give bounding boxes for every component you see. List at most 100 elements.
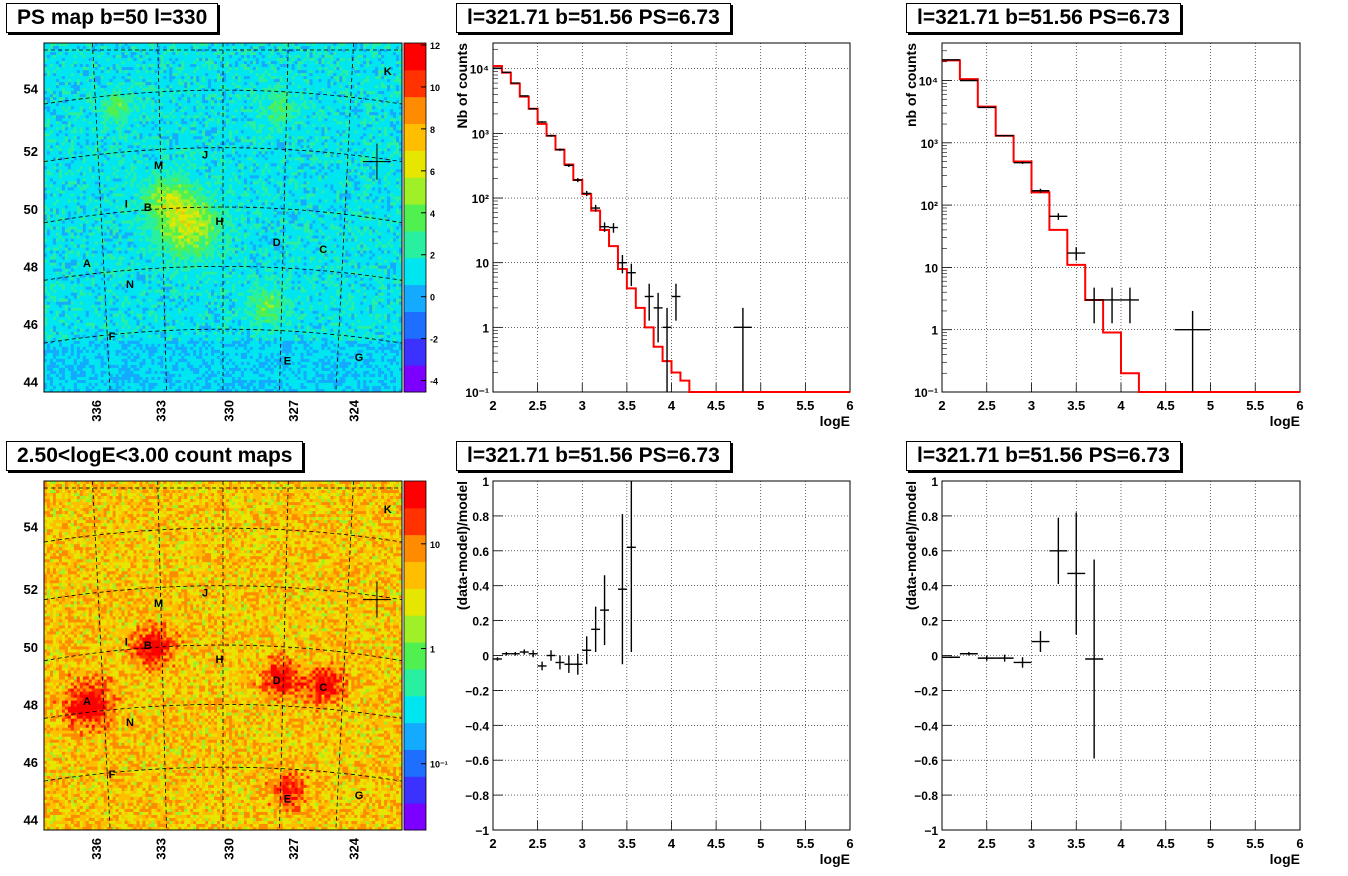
map-top-source-label-i: I: [125, 199, 128, 211]
map-top-colorbar-tick-label: 4: [430, 209, 435, 219]
chart-1-x-tick-label: 5.5: [796, 398, 814, 413]
chart-1-x-axis-label: logE: [820, 413, 850, 429]
chart-2-model-histogram: [942, 59, 1300, 393]
map-top-colorbar-tick-label: 2: [430, 251, 435, 261]
chart-4-y-tick-label: −0.8: [914, 789, 938, 803]
map-bottom-source-label-c: C: [319, 682, 327, 694]
map-bottom-source-label-n: N: [126, 717, 134, 729]
chart-4-y-axis-label: (data-model)/model: [903, 481, 919, 610]
chart-3-data-point: [582, 636, 592, 665]
chart-2-x-axis-label: logE: [1270, 413, 1300, 429]
chart-4-x-tick-label: 5.5: [1246, 836, 1264, 851]
chart-4-y-tick-label: 1: [931, 475, 938, 489]
chart-1-data-point: [671, 283, 681, 321]
chart-1-y-tick-label: 10²: [472, 192, 489, 206]
map-top-colorbar-tick-label: -4: [430, 377, 438, 387]
chart-2-data-point: [1103, 287, 1121, 324]
chart-3-y-tick-label: 0.6: [472, 545, 489, 559]
chart-3-y-tick-label: −1: [475, 824, 489, 838]
chart-4-x-tick-label: 3.5: [1067, 836, 1085, 851]
chart-3-x-axis-label: logE: [820, 851, 850, 867]
map-top-source-label-f: F: [109, 331, 116, 343]
map-bottom-source-label-j: J: [202, 588, 208, 600]
chart-4-y-tick-label: −1: [924, 824, 938, 838]
chart-3-y-tick-label: 1: [482, 475, 489, 489]
chart-1-data-point: [653, 292, 663, 343]
map-bottom-x-tick-label: 324: [347, 837, 362, 859]
map-bottom-source-label-h: H: [215, 654, 223, 666]
chart-4-y-tick-label: −0.4: [914, 719, 938, 733]
map-bottom-y-tick-label: 50: [24, 640, 38, 655]
map-top-x-tick-label: 324: [347, 399, 362, 421]
map-top-source-label-n: N: [126, 279, 134, 291]
chart-3-data-point: [591, 606, 601, 653]
chart-3-x-tick-label: 3.5: [618, 836, 636, 851]
chart-1-data-point: [617, 254, 627, 274]
chart-1-y-tick-label: 1: [482, 321, 489, 335]
chart-4-data-point: [959, 652, 978, 656]
chart-3-y-tick-label: −0.8: [465, 789, 489, 803]
chart-3-x-tick-label: 3: [579, 836, 586, 851]
map-top-colorbar-frame: [403, 42, 427, 393]
map-top-lat-line: [43, 265, 403, 281]
map-top-lat-line: [43, 328, 403, 344]
map-bottom-source-label-b: B: [144, 640, 152, 652]
map-bottom-y-tick-label: 52: [24, 582, 38, 597]
chart-4-x-tick-label: 3: [1028, 836, 1035, 851]
chart-4-y-tick-label: −0.2: [914, 684, 938, 698]
map-top-title: PS map b=50 l=330: [6, 3, 219, 33]
chart-1-data-point: [644, 283, 654, 321]
map-top-lon-line: [157, 42, 167, 393]
chart-3-frame: [492, 480, 851, 831]
map-bottom-source-label-g: G: [355, 790, 364, 802]
map-bottom-x-tick-label: 336: [89, 838, 104, 860]
chart-1-data-point: [528, 108, 538, 110]
map-bottom-x-tick-label: 330: [221, 838, 236, 860]
chart-2-data-point: [1121, 287, 1139, 324]
chart-3-data-point: [546, 650, 556, 661]
chart-4-x-axis-label: logE: [1270, 851, 1300, 867]
chart-3-data-point: [573, 653, 583, 675]
chart-2-data-point: [1031, 188, 1050, 193]
chart-3-data-point: [600, 575, 610, 646]
chart-1-data-point: [519, 95, 529, 97]
map-top-colorbar-tick-label: 6: [430, 167, 435, 177]
chart-2-x-tick-label: 4: [1117, 398, 1125, 413]
chart-1-data-point: [573, 178, 583, 183]
chart-1-y-tick-label: 10⁻¹: [465, 386, 489, 400]
chart-3-y-tick-label: 0.4: [472, 580, 489, 594]
chart-4-y-tick-label: 0.4: [921, 580, 938, 594]
residual-left-title: l=321.71 b=51.56 PS=6.73: [456, 441, 731, 471]
chart-3-y-tick-label: −0.6: [465, 754, 489, 768]
map-top-colorbar-tick-label: -2: [430, 335, 438, 345]
map-bottom-y-tick-label: 46: [24, 755, 38, 770]
chart-2-data-point: [1174, 310, 1211, 392]
chart-4-x-tick-label: 6: [1296, 836, 1303, 851]
chart-1-x-tick-label: 2: [489, 398, 496, 413]
chart-1-data-point: [510, 82, 520, 84]
map-bottom-colorbar-tick-label: 10: [430, 540, 440, 550]
map-top-lat-line: [43, 89, 403, 105]
chart-2-data-point: [1049, 213, 1068, 220]
map-top-colorbar: [404, 43, 426, 393]
map-top-y-tick-label: 44: [24, 375, 39, 390]
residual-right-title: l=321.71 b=51.56 PS=6.73: [906, 441, 1181, 471]
chart-4-y-tick-label: 0.8: [921, 510, 938, 524]
chart-3-y-tick-label: −0.2: [465, 684, 489, 698]
map-top-y-tick-label: 52: [24, 144, 38, 159]
chart-4-y-tick-label: 0.6: [921, 545, 938, 559]
chart-2-y-tick-label: 10⁴: [919, 75, 938, 89]
chart-1-data-point: [626, 263, 636, 287]
map-top-source-label-h: H: [215, 216, 223, 228]
map-top-colorbar-tick-label: 12: [430, 41, 440, 51]
chart-1-data-point: [733, 307, 752, 392]
map-top-x-tick-label: 330: [221, 400, 236, 422]
map-top-source-label-b: B: [144, 202, 152, 214]
map-bottom-lat-line: [43, 644, 403, 662]
chart-2-x-tick-label: 4.5: [1157, 398, 1175, 413]
chart-4-x-tick-label: 4: [1117, 836, 1125, 851]
chart-3-data-point: [501, 652, 511, 656]
map-top-source-label-m: M: [154, 160, 163, 172]
map-top-x-tick-label: 336: [89, 400, 104, 422]
map-bottom-source-label-k: K: [384, 504, 392, 516]
